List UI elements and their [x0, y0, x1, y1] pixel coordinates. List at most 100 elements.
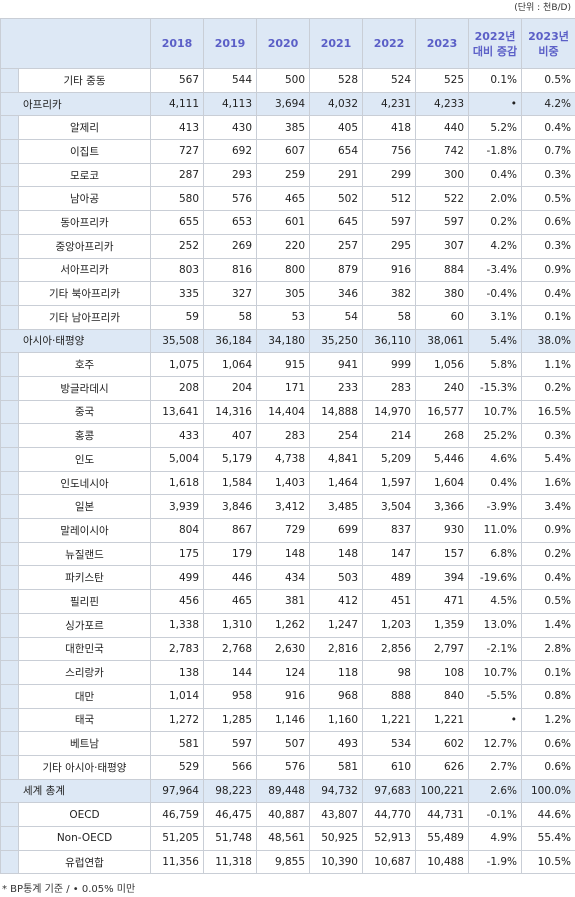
- cell: 380: [415, 281, 469, 306]
- row-name: 기타 남아프리카: [18, 304, 151, 330]
- indent: [0, 447, 19, 472]
- cell: 240: [415, 375, 469, 401]
- cell: 4.9%: [468, 826, 522, 851]
- cell: 601: [256, 210, 310, 235]
- cell: 1,262: [256, 612, 310, 638]
- indent: [0, 494, 19, 520]
- cell: 157: [415, 541, 469, 567]
- cell: 3,412: [256, 494, 310, 520]
- cell: 35,508: [150, 328, 204, 354]
- cell: 433: [150, 423, 204, 448]
- item-row: 인도 5,004 5,179 4,738 4,841 5,209 5,446 4.6% 5.4%: [0, 447, 575, 472]
- cell: 14,404: [256, 399, 310, 425]
- cell: 405: [309, 115, 363, 141]
- cell: 1,597: [362, 470, 416, 496]
- indent: [0, 518, 19, 543]
- cell: 5.4%: [521, 447, 575, 472]
- cell: 10.7%: [468, 399, 522, 425]
- cell: 0.6%: [521, 210, 575, 235]
- cell: 576: [256, 754, 310, 780]
- cell: 528: [309, 68, 363, 93]
- cell: 5,209: [362, 447, 416, 472]
- cell: 916: [362, 257, 416, 283]
- indent: [0, 352, 19, 377]
- row-name: 방글라데시: [18, 375, 151, 401]
- cell: 2.7%: [468, 754, 522, 780]
- cell: 254: [309, 423, 363, 448]
- cell: 0.2%: [468, 210, 522, 235]
- row-name: 베트남: [18, 731, 151, 756]
- row-name: 홍콩: [18, 423, 151, 448]
- row-name: 기타 아시아·태평양: [18, 754, 151, 780]
- cell: 5,179: [203, 447, 257, 472]
- cell: 0.4%: [521, 281, 575, 306]
- cell: 16.5%: [521, 399, 575, 425]
- indent: [0, 186, 19, 212]
- cell: 35,250: [309, 328, 363, 354]
- cell: 1.1%: [521, 352, 575, 377]
- cell: 287: [150, 162, 204, 188]
- item-row: 방글라데시 208 204 171 233 283 240 -15.3% 0.2%: [0, 375, 575, 401]
- indent: [0, 423, 19, 448]
- cell: 3,939: [150, 494, 204, 520]
- cell: 11,356: [150, 849, 204, 875]
- cell: 2,768: [203, 636, 257, 662]
- cell: 645: [309, 210, 363, 235]
- cell: 499: [150, 565, 204, 591]
- cell: 10,390: [309, 849, 363, 875]
- cell: 4,738: [256, 447, 310, 472]
- cell: 54: [309, 304, 363, 330]
- cell: 0.3%: [521, 423, 575, 448]
- column-header: 2023년 비중: [521, 18, 575, 69]
- cell: 1,618: [150, 470, 204, 496]
- cell: 1,285: [203, 707, 257, 733]
- cell: -1.9%: [468, 849, 522, 875]
- cell: 4.2%: [521, 91, 575, 117]
- cell: 204: [203, 375, 257, 401]
- cell: 3,504: [362, 494, 416, 520]
- cell: 626: [415, 754, 469, 780]
- cell: 0.4%: [468, 470, 522, 496]
- cell: 94,732: [309, 778, 363, 804]
- item-row: 기타 북아프리카 335 327 305 346 382 380 -0.4% 0.4%: [0, 281, 575, 306]
- footnote: * BP통계 기준 / • 0.05% 미만: [2, 884, 136, 895]
- cell: 729: [256, 518, 310, 543]
- cell: 1.4%: [521, 612, 575, 638]
- cell: 522: [415, 186, 469, 212]
- cell: 879: [309, 257, 363, 283]
- cell: 10,488: [415, 849, 469, 875]
- cell: 208: [150, 375, 204, 401]
- region-row: 아프리카 4,111 4,113 3,694 4,032 4,231 4,233 • 4.2%: [0, 91, 575, 117]
- cell: 915: [256, 352, 310, 377]
- cell: 269: [203, 233, 257, 259]
- cell: -3.4%: [468, 257, 522, 283]
- row-name: 대한민국: [18, 636, 151, 662]
- indent: [0, 707, 19, 733]
- cell: 2.8%: [521, 636, 575, 662]
- row-name: 동아프리카: [18, 210, 151, 235]
- cell: 3.1%: [468, 304, 522, 330]
- cell: 97,964: [150, 778, 204, 804]
- indent: [0, 210, 19, 235]
- row-name: 중국: [18, 399, 151, 425]
- cell: 291: [309, 162, 363, 188]
- cell: 581: [150, 731, 204, 756]
- cell: 888: [362, 683, 416, 709]
- cell: 0.1%: [468, 68, 522, 93]
- cell: 10.5%: [521, 849, 575, 875]
- indent: [0, 636, 19, 662]
- cell: 727: [150, 139, 204, 164]
- indent: [0, 375, 19, 401]
- cell: 0.3%: [521, 162, 575, 188]
- cell: 0.1%: [521, 660, 575, 685]
- row-name: OECD: [18, 802, 151, 827]
- item-row: 필리핀 456 465 381 412 451 471 4.5% 0.5%: [0, 589, 575, 614]
- cell: 5,446: [415, 447, 469, 472]
- item-row: 모로코 287 293 259 291 299 300 0.4% 0.3%: [0, 162, 575, 188]
- cell: 50,925: [309, 826, 363, 851]
- cell: 413: [150, 115, 204, 141]
- cell: 0.6%: [521, 731, 575, 756]
- cell: •: [468, 707, 522, 733]
- indent: [0, 281, 19, 306]
- cell: 451: [362, 589, 416, 614]
